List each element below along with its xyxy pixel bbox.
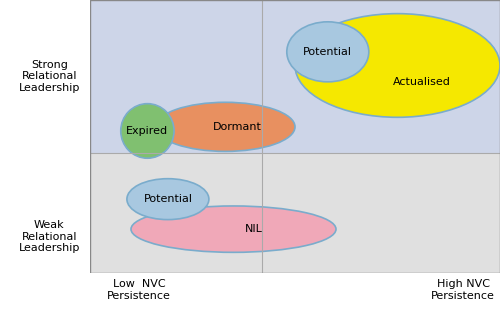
Text: High NVC
Persistence: High NVC Persistence bbox=[431, 279, 495, 301]
Text: Dormant: Dormant bbox=[213, 122, 262, 132]
Text: Strong
Relational
Leadership: Strong Relational Leadership bbox=[18, 60, 80, 93]
Ellipse shape bbox=[295, 14, 500, 117]
Ellipse shape bbox=[156, 102, 295, 151]
Text: Potential: Potential bbox=[144, 194, 192, 204]
Text: NIL: NIL bbox=[245, 224, 263, 234]
Text: Actualised: Actualised bbox=[393, 77, 451, 87]
FancyBboxPatch shape bbox=[90, 0, 500, 153]
Ellipse shape bbox=[287, 22, 369, 82]
Text: Low  NVC
Persistence: Low NVC Persistence bbox=[108, 279, 171, 301]
Ellipse shape bbox=[127, 179, 209, 219]
Text: Weak
Relational
Leadership: Weak Relational Leadership bbox=[18, 220, 80, 253]
Text: Potential: Potential bbox=[304, 47, 352, 57]
FancyBboxPatch shape bbox=[90, 153, 500, 273]
Text: Expired: Expired bbox=[126, 126, 168, 136]
Ellipse shape bbox=[131, 206, 336, 252]
Ellipse shape bbox=[121, 104, 174, 158]
